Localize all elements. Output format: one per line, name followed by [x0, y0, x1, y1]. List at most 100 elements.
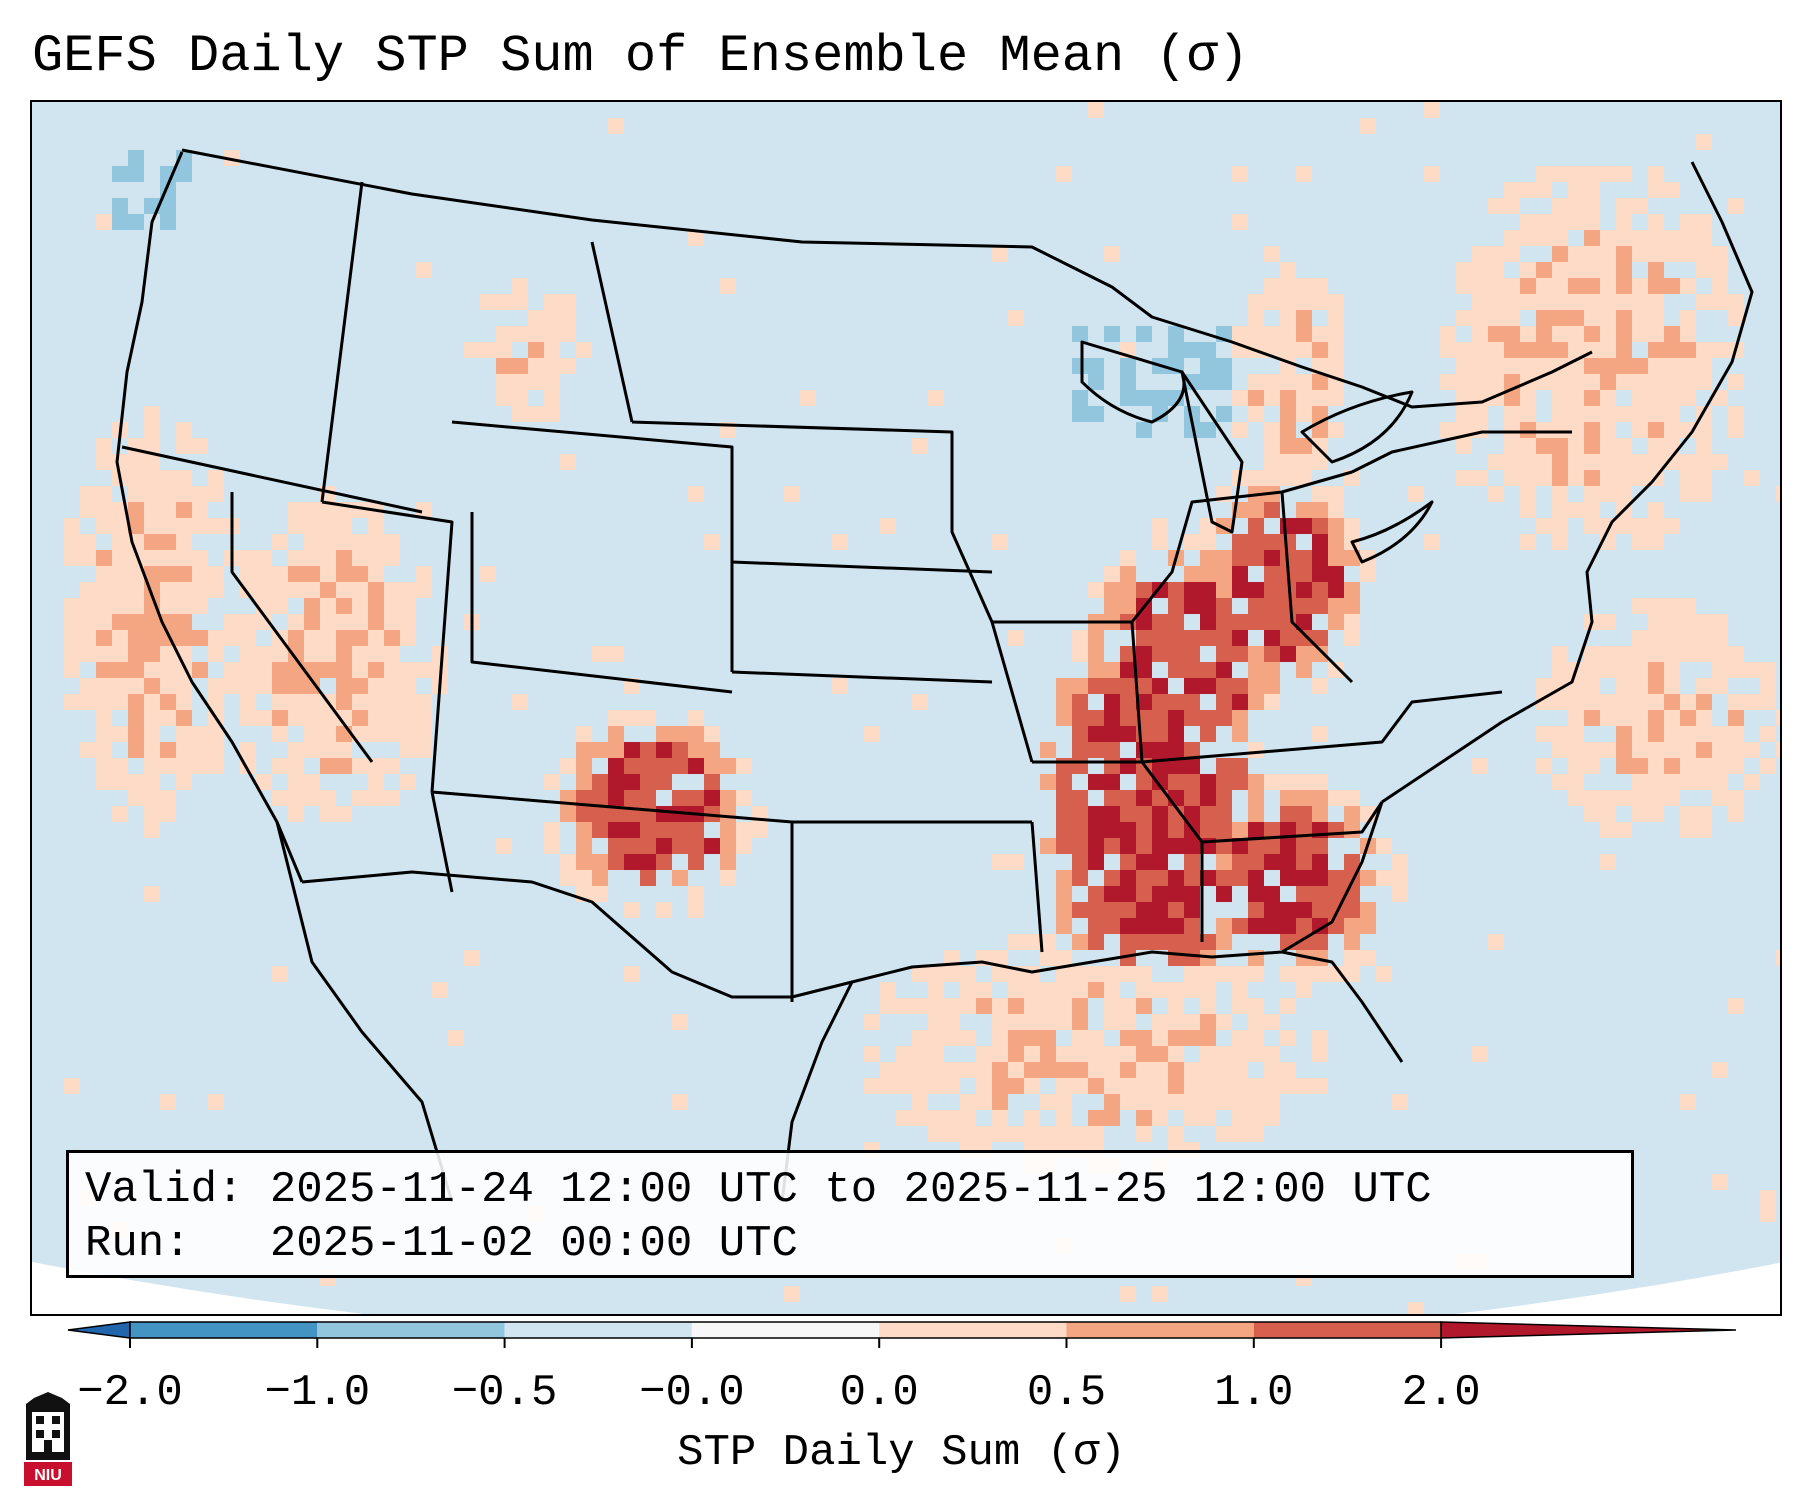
anomaly-cell: [1216, 566, 1232, 582]
anomaly-cell: [1488, 198, 1504, 214]
anomaly-cell: [1600, 694, 1616, 710]
anomaly-cell: [1664, 358, 1680, 374]
anomaly-cell: [864, 1078, 880, 1094]
anomaly-cell: [368, 534, 384, 550]
anomaly-cell: [240, 550, 256, 566]
anomaly-cell: [928, 1126, 944, 1142]
anomaly-cell: [1584, 246, 1600, 262]
anomaly-cell: [144, 694, 160, 710]
anomaly-cell: [400, 662, 416, 678]
anomaly-cell: [160, 582, 176, 598]
anomaly-cell: [1616, 278, 1632, 294]
anomaly-cell: [1248, 806, 1264, 822]
anomaly-cell: [192, 742, 208, 758]
anomaly-cell: [336, 614, 352, 630]
anomaly-cell: [1104, 582, 1120, 598]
anomaly-cell: [1472, 342, 1488, 358]
anomaly-cell: [1248, 774, 1264, 790]
anomaly-cell: [1088, 1110, 1104, 1126]
anomaly-cell: [928, 966, 944, 982]
anomaly-cell: [1536, 294, 1552, 310]
anomaly-cell: [1488, 326, 1504, 342]
anomaly-cell: [1568, 390, 1584, 406]
anomaly-cell: [1328, 566, 1344, 582]
anomaly-cell: [656, 822, 672, 838]
anomaly-cell: [752, 822, 768, 838]
anomaly-cell: [1648, 534, 1664, 550]
anomaly-cell: [1072, 806, 1088, 822]
anomaly-cell: [1008, 1014, 1024, 1030]
anomaly-cell: [1728, 710, 1744, 726]
anomaly-cell: [1136, 678, 1152, 694]
anomaly-cell: [1504, 358, 1520, 374]
anomaly-cell: [1632, 678, 1648, 694]
anomaly-cell: [624, 966, 640, 982]
anomaly-cell: [176, 694, 192, 710]
anomaly-cell: [1504, 438, 1520, 454]
anomaly-cell: [192, 662, 208, 678]
anomaly-cell: [1168, 1014, 1184, 1030]
anomaly-cell: [704, 758, 720, 774]
anomaly-cell: [1264, 1110, 1280, 1126]
anomaly-cell: [1232, 1110, 1248, 1126]
anomaly-cell: [368, 518, 384, 534]
anomaly-cell: [1584, 422, 1600, 438]
anomaly-cell: [1248, 966, 1264, 982]
anomaly-cell: [1616, 406, 1632, 422]
anomaly-cell: [1024, 1014, 1040, 1030]
anomaly-cell: [1184, 742, 1200, 758]
anomaly-cell: [144, 534, 160, 550]
anomaly-cell: [1472, 246, 1488, 262]
anomaly-cell: [1312, 438, 1328, 454]
anomaly-cell: [576, 822, 592, 838]
anomaly-cell: [1680, 326, 1696, 342]
anomaly-cell: [800, 390, 816, 406]
anomaly-cell: [1088, 822, 1104, 838]
anomaly-cell: [1712, 342, 1728, 358]
anomaly-cell: [1440, 422, 1456, 438]
anomaly-cell: [1600, 358, 1616, 374]
anomaly-cell: [112, 166, 128, 182]
anomaly-cell: [336, 806, 352, 822]
anomaly-cell: [672, 758, 688, 774]
anomaly-cell: [528, 406, 544, 422]
anomaly-cell: [1280, 598, 1296, 614]
anomaly-cell: [1520, 422, 1536, 438]
anomaly-cell: [1696, 758, 1712, 774]
anomaly-cell: [1632, 726, 1648, 742]
anomaly-cell: [1584, 278, 1600, 294]
anomaly-cell: [400, 726, 416, 742]
anomaly-cell: [336, 694, 352, 710]
anomaly-cell: [1104, 598, 1120, 614]
anomaly-cell: [1728, 294, 1744, 310]
anomaly-cell: [1296, 1078, 1312, 1094]
anomaly-cell: [320, 742, 336, 758]
anomaly-cell: [1264, 918, 1280, 934]
anomaly-cell: [1056, 886, 1072, 902]
anomaly-cell: [144, 486, 160, 502]
anomaly-cell: [1632, 454, 1648, 470]
anomaly-cell: [1648, 502, 1664, 518]
anomaly-cell: [1616, 646, 1632, 662]
anomaly-cell: [1120, 854, 1136, 870]
anomaly-cell: [624, 758, 640, 774]
anomaly-cell: [640, 854, 656, 870]
anomaly-cell: [1424, 102, 1440, 118]
anomaly-cell: [1184, 710, 1200, 726]
anomaly-cell: [1056, 902, 1072, 918]
anomaly-cell: [224, 662, 240, 678]
anomaly-cell: [1552, 390, 1568, 406]
anomaly-cell: [608, 854, 624, 870]
anomaly-cell: [1648, 294, 1664, 310]
anomaly-cell: [1232, 326, 1248, 342]
anomaly-cell: [1040, 950, 1056, 966]
anomaly-cell: [592, 822, 608, 838]
anomaly-cell: [1456, 358, 1472, 374]
anomaly-cell: [1696, 742, 1712, 758]
anomaly-cell: [176, 726, 192, 742]
anomaly-cell: [1504, 326, 1520, 342]
anomaly-cell: [160, 1094, 176, 1110]
anomaly-cell: [1104, 1110, 1120, 1126]
anomaly-cell: [1280, 998, 1296, 1014]
anomaly-cell: [1328, 550, 1344, 566]
